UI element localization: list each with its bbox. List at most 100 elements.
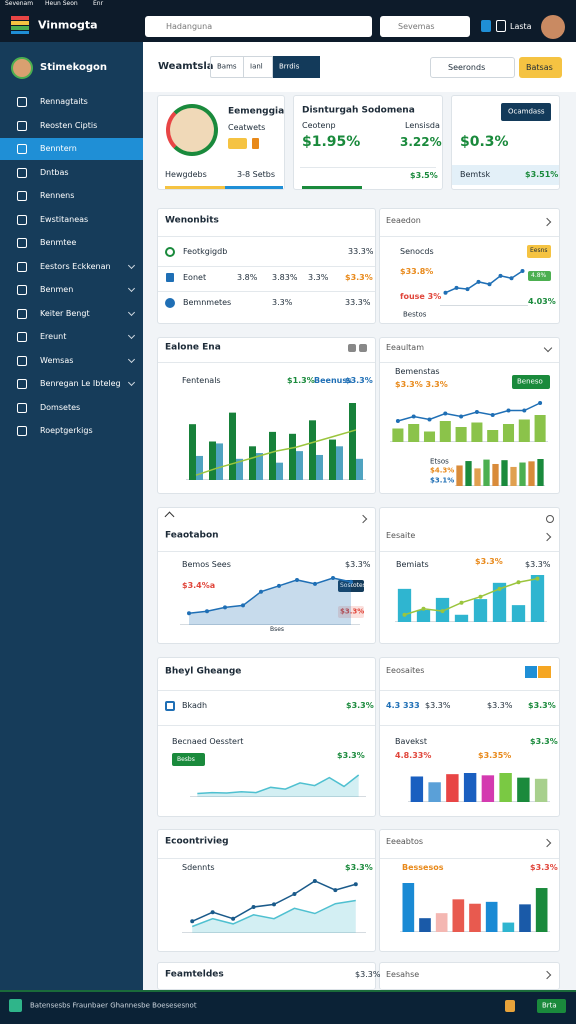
- marker: [395, 419, 400, 423]
- nav-item[interactable]: Rennens: [40, 191, 75, 200]
- nav-icon: [17, 238, 27, 248]
- tab[interactable]: [243, 56, 272, 78]
- bar: [465, 461, 472, 486]
- icon[interactable]: [496, 20, 506, 32]
- divider: [158, 690, 375, 691]
- card-footer: $3.51%: [525, 170, 559, 179]
- bar: [463, 773, 477, 802]
- footer: [0, 990, 576, 1024]
- marker: [478, 594, 483, 599]
- card: [157, 507, 376, 644]
- marker: [443, 411, 448, 416]
- line: [195, 429, 357, 476]
- bar: [416, 609, 431, 622]
- footer-text: Batensesbs Fraunbaer Ghannesbe Boesesesn…: [30, 1001, 197, 1010]
- nav-item[interactable]: Wemsas: [40, 355, 74, 365]
- button-label: Brta: [542, 1001, 557, 1010]
- bar-chart: [455, 459, 545, 486]
- icon[interactable]: [505, 1000, 515, 1012]
- divider: [380, 551, 559, 552]
- label: fouse 3%: [400, 292, 442, 301]
- legend: Fentenals: [182, 376, 221, 385]
- nav-item[interactable]: Ereunt: [40, 332, 67, 341]
- top-menu[interactable]: Heun Seon: [45, 0, 78, 7]
- icon[interactable]: [359, 344, 367, 352]
- row-value: 3.3%: [308, 273, 329, 282]
- profile-name: Stimekogon: [40, 62, 108, 73]
- search-box[interactable]: [430, 57, 515, 78]
- line-chart: [440, 269, 528, 306]
- nav-item[interactable]: Benntern: [40, 144, 77, 153]
- marker: [459, 414, 464, 419]
- marker: [292, 892, 297, 896]
- marker: [205, 609, 209, 614]
- icon: [165, 247, 175, 257]
- button[interactable]: [519, 57, 562, 78]
- bar-chart: [186, 403, 366, 480]
- nav-item[interactable]: Roeptgerkigs: [40, 426, 93, 435]
- button[interactable]: [537, 999, 566, 1013]
- bar: [537, 459, 544, 486]
- marker: [535, 576, 540, 581]
- avatar[interactable]: [541, 15, 565, 39]
- nav-icon: [17, 426, 27, 436]
- icon: [166, 273, 174, 282]
- divider: [380, 725, 559, 726]
- bar: [428, 782, 441, 802]
- bar: [336, 446, 343, 480]
- button[interactable]: [172, 753, 205, 766]
- area-chart: [182, 879, 366, 933]
- label: Etsos: [430, 457, 449, 466]
- stat: Beenuss: [314, 376, 352, 385]
- bar: [534, 778, 548, 802]
- icon: [252, 138, 259, 149]
- nav-item[interactable]: Domsetes: [40, 402, 81, 412]
- button[interactable]: [501, 103, 551, 121]
- marker: [476, 279, 481, 284]
- icon[interactable]: [481, 20, 491, 32]
- divider: [158, 291, 375, 292]
- label: Bemenstas: [395, 367, 440, 376]
- button[interactable]: [512, 375, 550, 389]
- select-box[interactable]: [380, 16, 470, 37]
- label: 4.3 333: [386, 701, 420, 710]
- bar: [229, 412, 236, 480]
- nav-item[interactable]: Ewstitaneas: [40, 214, 89, 224]
- nav-item[interactable]: Benmtee: [40, 238, 77, 247]
- select-text: Sevemas: [398, 22, 435, 31]
- row-value: 3.83%: [272, 273, 298, 282]
- label: 4.8%: [531, 272, 547, 279]
- nav-item[interactable]: Dntbas: [40, 167, 69, 177]
- marker: [459, 600, 464, 605]
- icon: [9, 999, 22, 1012]
- nav-item[interactable]: Eestors Eckkenan: [40, 261, 111, 271]
- progress: [225, 186, 283, 189]
- icon[interactable]: [348, 344, 356, 352]
- marker: [497, 586, 502, 591]
- label: $3.3%: [487, 701, 513, 710]
- marker: [465, 287, 470, 292]
- icon[interactable]: [546, 515, 554, 523]
- nav-icon: [17, 261, 27, 272]
- row-value: 33.3%: [345, 298, 371, 307]
- nav-item[interactable]: Keiter Bengt: [40, 308, 90, 318]
- bar: [209, 441, 216, 480]
- tab[interactable]: [272, 56, 320, 78]
- nav-item[interactable]: Benregan Le Ibteleg: [40, 379, 121, 388]
- top-menu[interactable]: Sevenam: [5, 0, 34, 7]
- nav-item[interactable]: Benmen: [40, 285, 74, 294]
- nav-active[interactable]: [0, 138, 143, 160]
- search-box[interactable]: [145, 16, 372, 37]
- user-name[interactable]: Lasta: [510, 22, 532, 31]
- bar: [408, 424, 420, 442]
- bar: [474, 468, 481, 486]
- progress: [302, 186, 362, 189]
- nav-item[interactable]: Rennagtaits: [40, 97, 88, 106]
- badge: [538, 666, 551, 678]
- bar: [483, 459, 490, 486]
- bar: [502, 424, 515, 442]
- sidebar: [0, 42, 143, 990]
- nav-item[interactable]: Reosten Ciptis: [40, 120, 98, 130]
- top-menu[interactable]: Enr: [93, 0, 104, 7]
